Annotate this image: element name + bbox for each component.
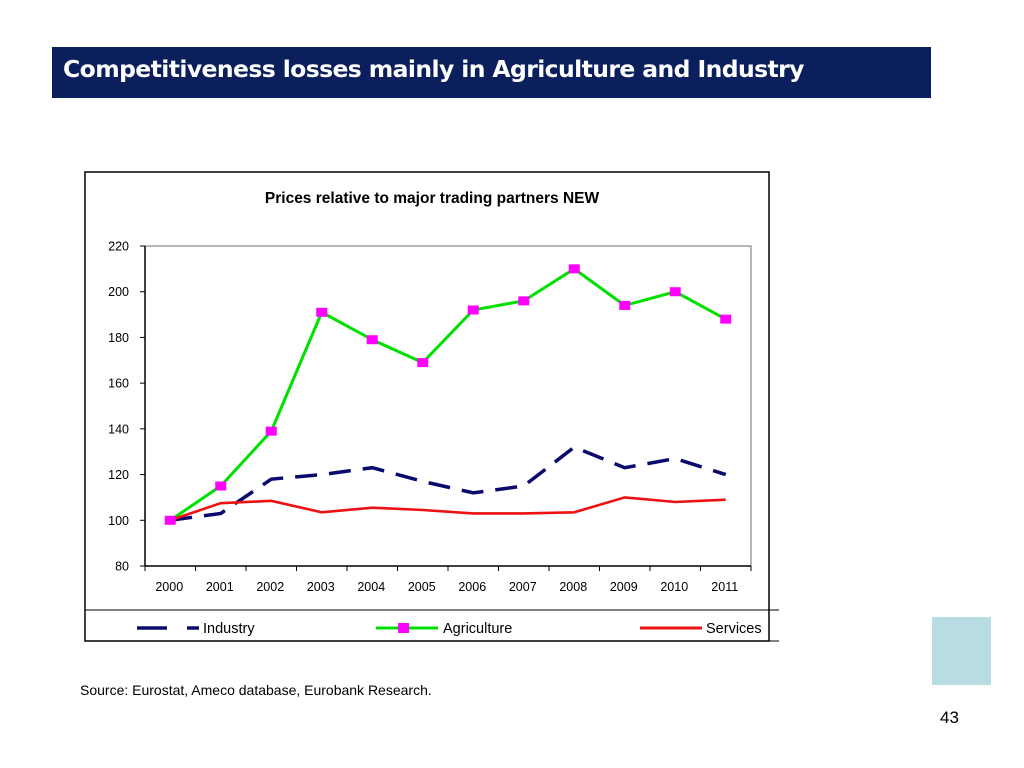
x-tick-label: 2005 <box>408 580 436 594</box>
data-point-agriculture <box>518 296 530 306</box>
series-line-agriculture <box>169 267 727 522</box>
x-tick-label: 2006 <box>458 580 486 594</box>
x-tick-label: 2000 <box>155 580 183 594</box>
x-tick-label: 2007 <box>509 580 537 594</box>
data-point-agriculture <box>720 314 732 324</box>
y-tick-label: 160 <box>108 377 129 391</box>
data-point-agriculture <box>316 307 328 317</box>
legend-label: Industry <box>203 621 255 637</box>
data-point-agriculture <box>265 426 277 436</box>
legend-item-industry: Industry <box>137 621 255 637</box>
decorative-square <box>932 617 991 685</box>
series-line-services <box>169 496 726 522</box>
slide-title-bar: Competitiveness losses mainly in Agricul… <box>52 47 931 98</box>
x-tick-label: 2008 <box>559 580 587 594</box>
data-point-agriculture <box>417 358 429 368</box>
data-point-agriculture <box>467 305 479 315</box>
x-tick-label: 2011 <box>711 580 738 594</box>
y-tick-label: 80 <box>115 560 129 574</box>
x-tick-label: 2001 <box>206 580 234 594</box>
plot-area-border <box>145 245 752 566</box>
legend-item-agriculture: Agriculture <box>376 621 512 637</box>
chart-title: Prices relative to major trading partner… <box>265 190 600 207</box>
y-tick-label: 220 <box>108 240 129 254</box>
chart-frame <box>84 171 770 642</box>
x-tick-label: 2003 <box>307 580 335 594</box>
data-point-agriculture <box>366 335 378 345</box>
slide-title: Competitiveness losses mainly in Agricul… <box>63 55 804 83</box>
data-point-agriculture <box>568 264 580 274</box>
legend-item-services: Services <box>640 621 762 637</box>
data-point-agriculture <box>215 481 227 491</box>
legend-marker <box>398 623 409 633</box>
y-tick-label: 180 <box>108 331 129 345</box>
y-tick-label: 200 <box>108 285 129 299</box>
x-tick-label: 2009 <box>610 580 638 594</box>
source-note: Source: Eurostat, Ameco database, Euroba… <box>80 682 432 698</box>
series-line-industry <box>170 445 727 523</box>
data-point-agriculture <box>619 300 631 310</box>
legend-label: Agriculture <box>443 621 512 637</box>
page-number: 43 <box>940 708 959 727</box>
x-tick-label: 2010 <box>660 580 688 594</box>
y-tick-label: 100 <box>108 514 129 528</box>
x-tick-label: 2002 <box>256 580 284 594</box>
data-point-agriculture <box>669 287 681 297</box>
y-tick-label: 120 <box>108 468 129 482</box>
data-point-agriculture <box>164 515 176 525</box>
y-tick-label: 140 <box>108 422 129 436</box>
legend-label: Services <box>706 621 762 637</box>
x-tick-label: 2004 <box>357 580 385 594</box>
